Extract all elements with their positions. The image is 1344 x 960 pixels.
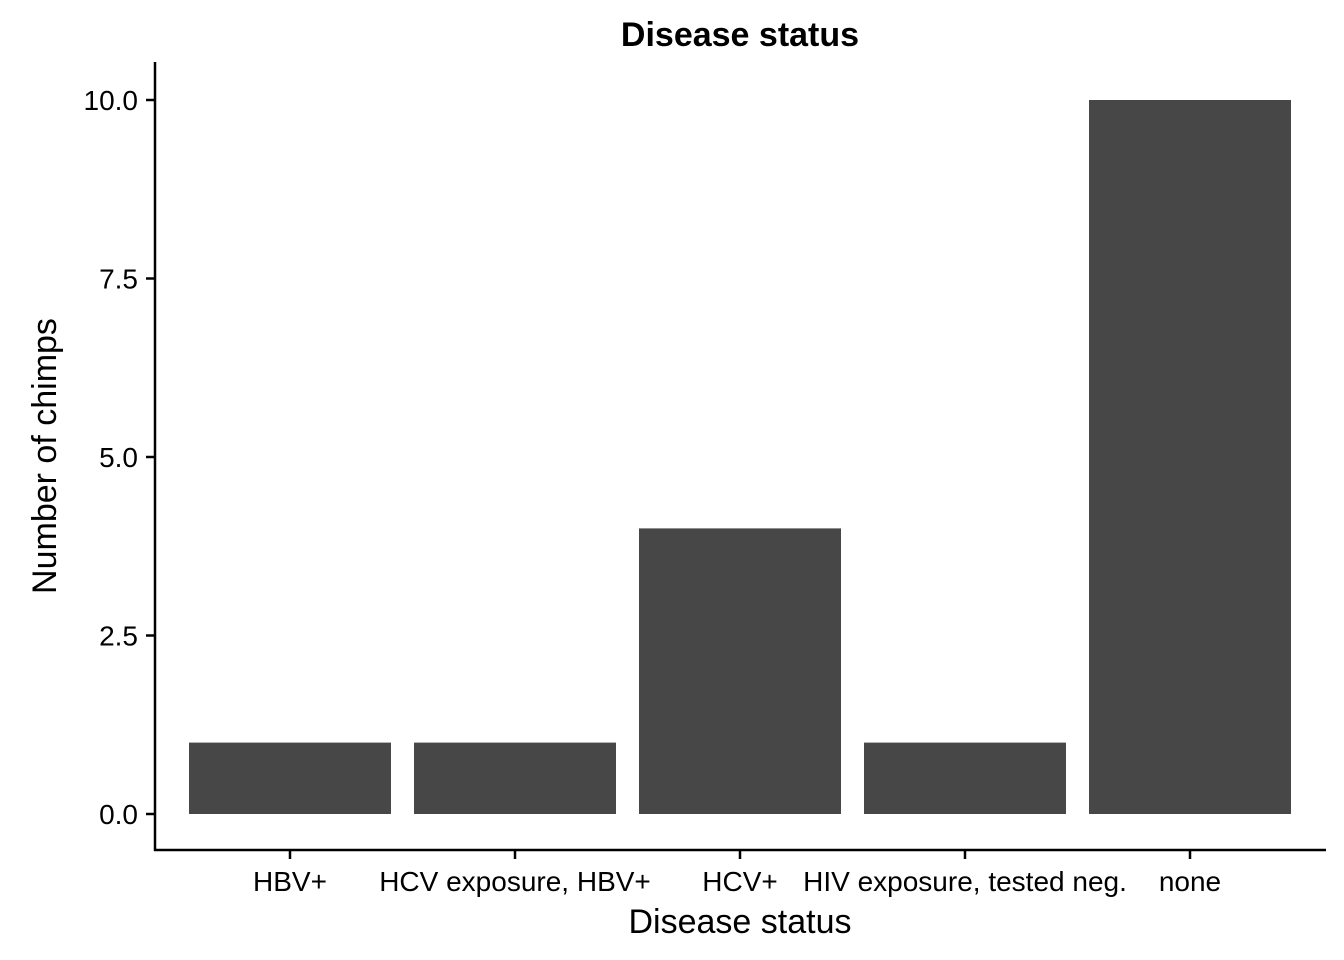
y-tick-label-2: 5.0 [99,442,138,473]
x-axis-title: Disease status [629,903,852,941]
bar-4 [1089,100,1291,814]
bar-1 [414,742,616,814]
x-tick-label-3: HIV exposure, tested neg. [803,866,1127,897]
bar-0 [189,742,391,814]
bars [189,100,1291,814]
x-axis-ticks: HBV+ HCV exposure, HBV+ HCV+ HIV exposure, … [253,850,1221,897]
bar-3 [864,742,1066,814]
y-tick-label-1: 2.5 [99,621,138,652]
y-tick-label-0: 0.0 [99,799,138,830]
y-tick-label-4: 10.0 [84,85,139,116]
y-axis-title: Number of chimps [26,318,64,594]
bar-2 [639,528,841,814]
x-tick-label-1: HCV exposure, HBV+ [379,866,651,897]
y-axis-ticks: 0.0 2.5 5.0 7.5 10.0 [84,85,155,830]
x-tick-label-2: HCV+ [702,866,777,897]
x-tick-label-0: HBV+ [253,866,327,897]
chart-title: Disease status [621,16,859,54]
x-tick-label-4: none [1159,866,1221,897]
y-tick-label-3: 7.5 [99,264,138,295]
